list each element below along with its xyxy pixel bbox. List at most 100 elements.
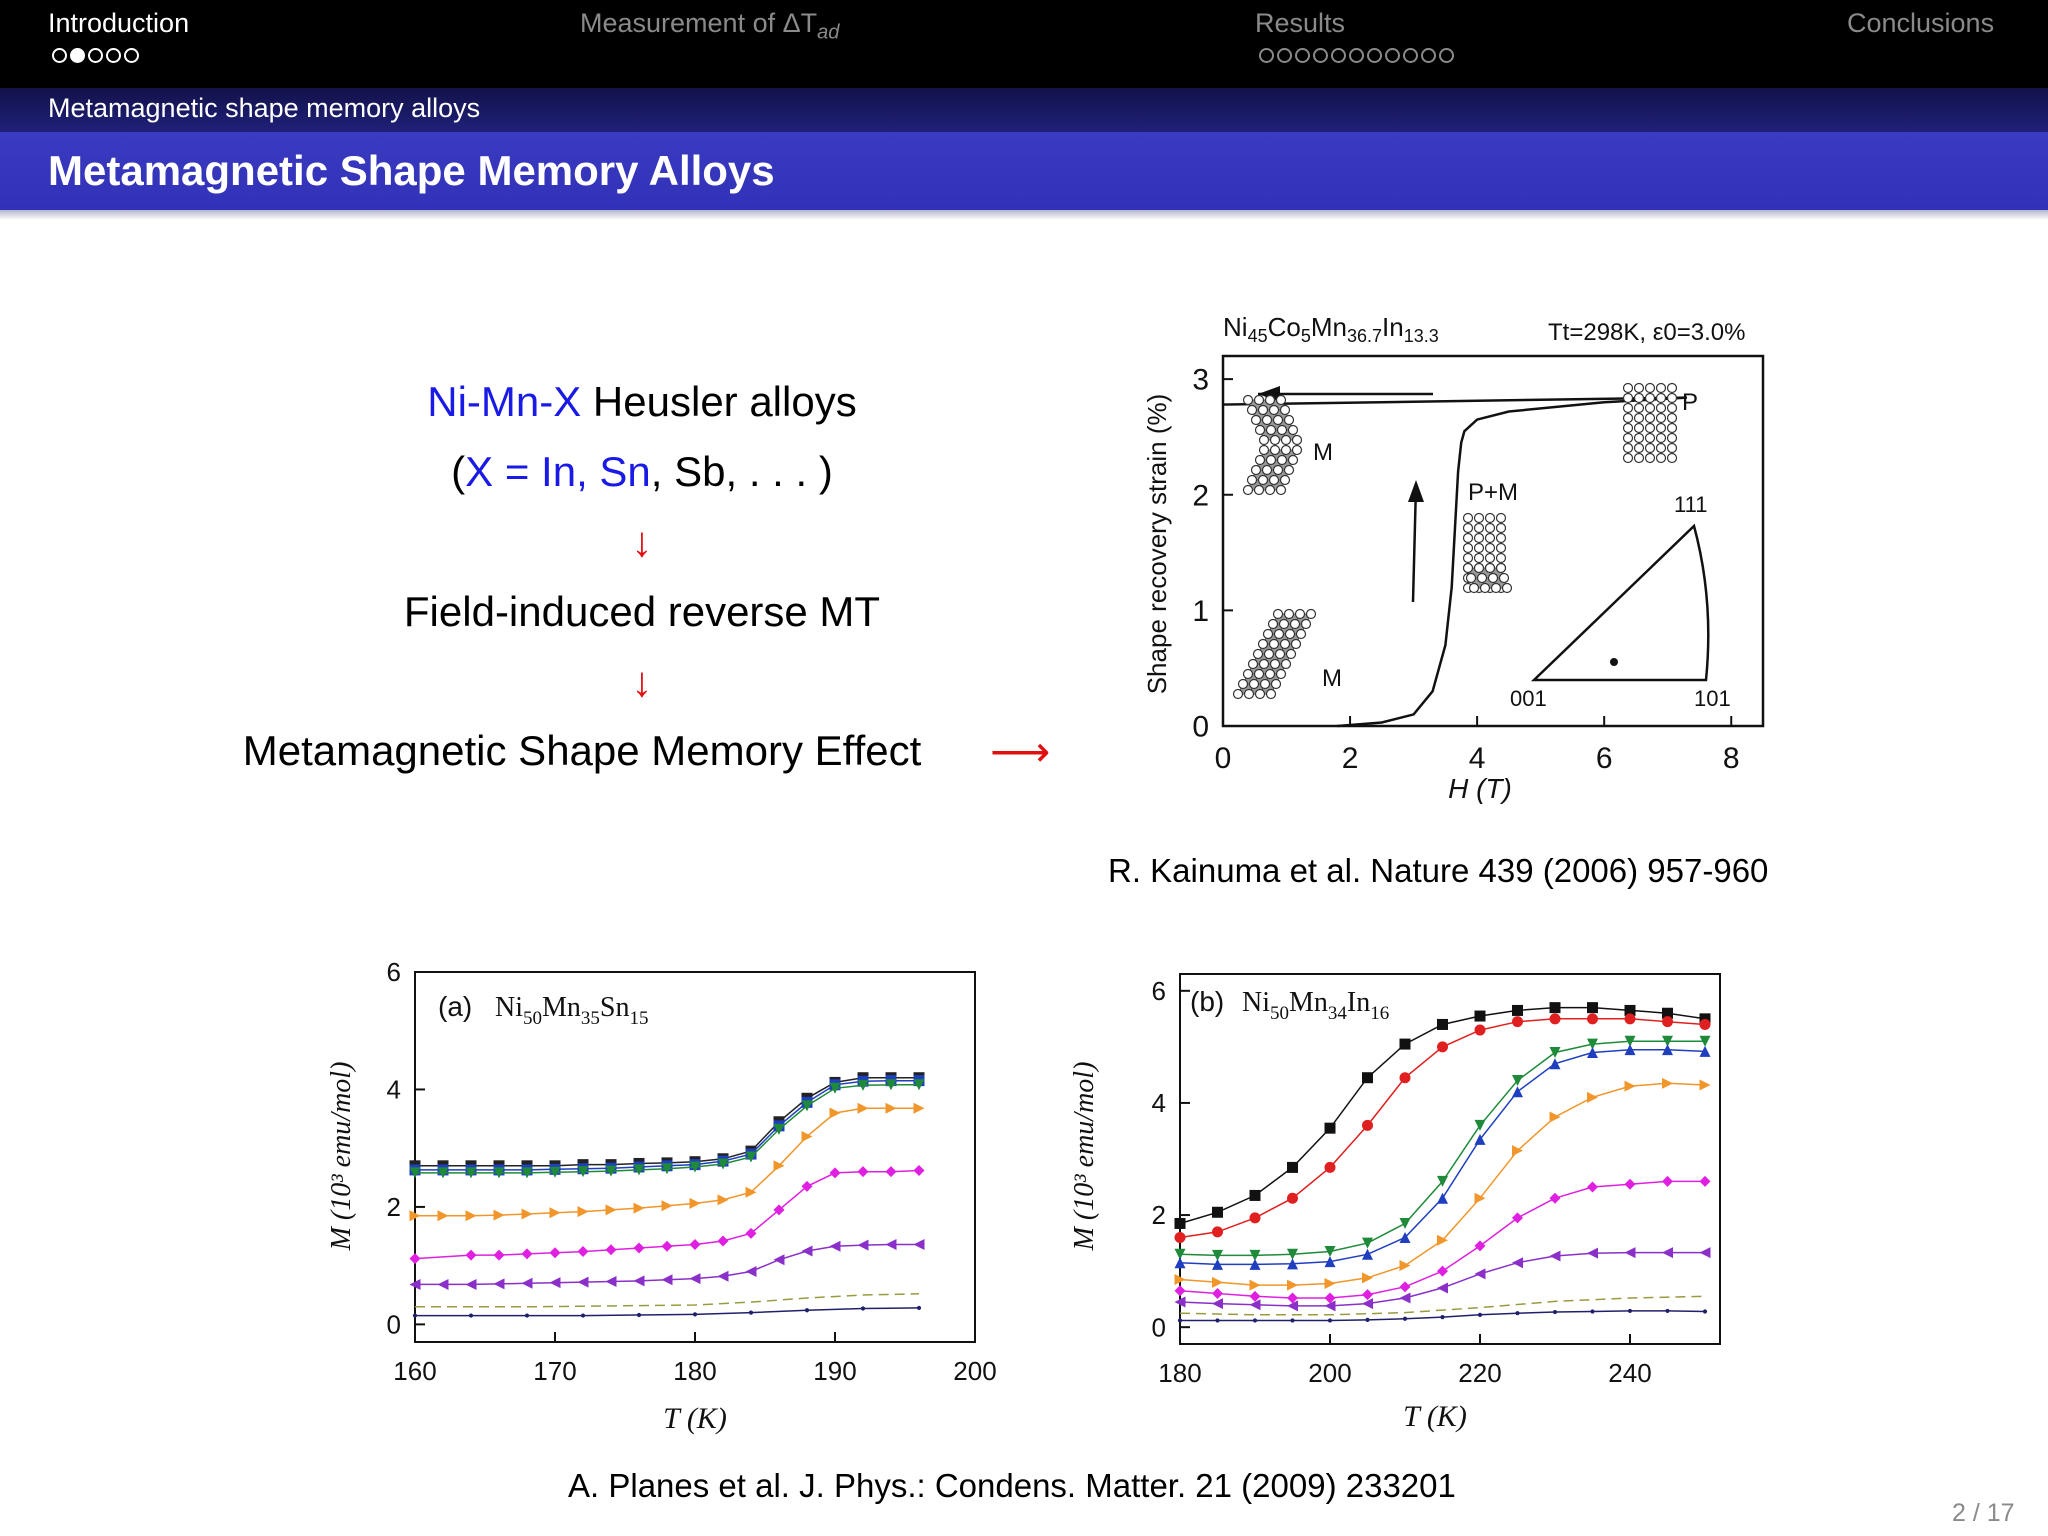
data-point (1699, 1018, 1711, 1030)
lattice-atom (1257, 638, 1269, 650)
nav-dot[interactable] (52, 48, 67, 63)
data-point (1324, 1292, 1336, 1304)
lattice-atom (1622, 382, 1634, 394)
lattice-atom (1633, 432, 1645, 444)
data-point (801, 1180, 813, 1192)
data-point (1587, 1046, 1598, 1058)
series-line (415, 1293, 920, 1308)
data-point (412, 1313, 418, 1318)
data-point (717, 1270, 729, 1282)
nav-dot[interactable] (1385, 48, 1400, 63)
data-point (1474, 1192, 1486, 1204)
series-line (1179, 1295, 1706, 1316)
lattice-atom (1265, 454, 1277, 466)
lattice-atom (1254, 424, 1266, 436)
lattice-atom (1257, 474, 1269, 486)
data-point (1437, 1175, 1448, 1187)
data-point (577, 1246, 589, 1258)
data-point (1249, 1299, 1261, 1311)
x-tick-label: 160 (393, 1356, 436, 1386)
data-point (913, 1239, 925, 1251)
flow-line-heusler: Ni-Mn-X Heusler alloys (340, 378, 944, 426)
lattice-atom (1495, 552, 1507, 564)
data-series (409, 1072, 925, 1318)
data-point (1324, 1122, 1336, 1134)
data-point (1662, 1007, 1673, 1019)
composition-label: Ni45Co5Mn36.7In13.3 (1223, 312, 1439, 346)
data-point (1365, 1317, 1370, 1322)
data-point (549, 1247, 561, 1259)
data-point (857, 1239, 869, 1251)
x-tick-label: 2 (1342, 742, 1359, 775)
y-axis-label: Shape recovery strain (%) (1142, 394, 1172, 695)
nav-section-results[interactable]: Results (1255, 8, 1345, 39)
lattice-atom (1655, 392, 1667, 404)
data-point (857, 1079, 869, 1091)
lattice-atom (1666, 442, 1678, 454)
lattice-atom (1622, 452, 1634, 464)
data-point (1324, 1246, 1336, 1257)
nav-dot[interactable] (1367, 48, 1382, 63)
nav-dot[interactable] (1277, 48, 1292, 63)
nav-section-measurement[interactable]: Measurement of ΔTad (580, 8, 839, 44)
nav-section-conclusions[interactable]: Conclusions (1847, 8, 1994, 39)
lattice-atom (1462, 562, 1474, 574)
data-point (549, 1277, 561, 1289)
data-point (1662, 1247, 1673, 1259)
lattice-atom (1248, 678, 1260, 690)
data-point (745, 1266, 757, 1278)
data-point (689, 1197, 701, 1209)
lattice-atom (1262, 628, 1274, 640)
page-number[interactable]: 2 / 17 (1952, 1499, 2015, 1527)
data-point (1287, 1161, 1298, 1173)
orientation-point (1610, 658, 1618, 666)
data-point (804, 1308, 810, 1313)
lattice-atom (1242, 394, 1254, 406)
nav-dot[interactable] (1403, 48, 1418, 63)
data-point (1174, 1274, 1186, 1286)
data-point (913, 1079, 925, 1091)
data-point (1399, 1072, 1411, 1084)
nav-dot[interactable] (1331, 48, 1346, 63)
lattice-atom (1294, 608, 1306, 620)
lattice-atom (1254, 454, 1266, 466)
lattice-atom (1279, 474, 1291, 486)
lattice-atom (1666, 402, 1678, 414)
data-point (580, 1313, 586, 1318)
nav-dot[interactable] (1439, 48, 1454, 63)
data-point (636, 1312, 642, 1318)
x-tick-label: 180 (673, 1356, 716, 1386)
lattice-atom (1655, 382, 1667, 394)
nav-dot[interactable] (88, 48, 103, 63)
nav-dot-current[interactable] (70, 48, 85, 63)
nav-dot[interactable] (1349, 48, 1364, 63)
data-point (801, 1245, 813, 1257)
nav-dot[interactable] (1421, 48, 1436, 63)
composition-label: Ni50Mn34In16 (1242, 987, 1389, 1024)
data-point (409, 1253, 421, 1265)
nav-section-introduction[interactable]: Introduction (48, 8, 189, 39)
data-point (1549, 1250, 1561, 1262)
data-point (745, 1227, 757, 1239)
nav-dot[interactable] (124, 48, 139, 63)
data-point (1402, 1316, 1408, 1321)
data-point (745, 1151, 757, 1163)
lattice-atom (1242, 484, 1254, 496)
data-point (1177, 1318, 1183, 1323)
data-point (857, 1102, 869, 1114)
y-tick-label: 6 (387, 958, 401, 987)
data-point (1324, 1256, 1336, 1268)
axis-ticks: 160 170 180 190 200 0 2 4 6 (387, 958, 997, 1386)
data-point (1399, 1281, 1411, 1293)
data-point (1549, 1013, 1561, 1025)
lattice-atom (1462, 552, 1474, 564)
nav-dot[interactable] (1259, 48, 1274, 63)
nav-dot[interactable] (106, 48, 121, 63)
lattice-atom (1498, 572, 1510, 584)
y-axis-label: M (10³ emu/mol) (326, 1062, 357, 1252)
data-point (465, 1249, 477, 1261)
nav-dot[interactable] (1313, 48, 1328, 63)
data-point (1587, 1013, 1598, 1025)
data-series (1174, 1002, 1711, 1323)
nav-dot[interactable] (1295, 48, 1310, 63)
